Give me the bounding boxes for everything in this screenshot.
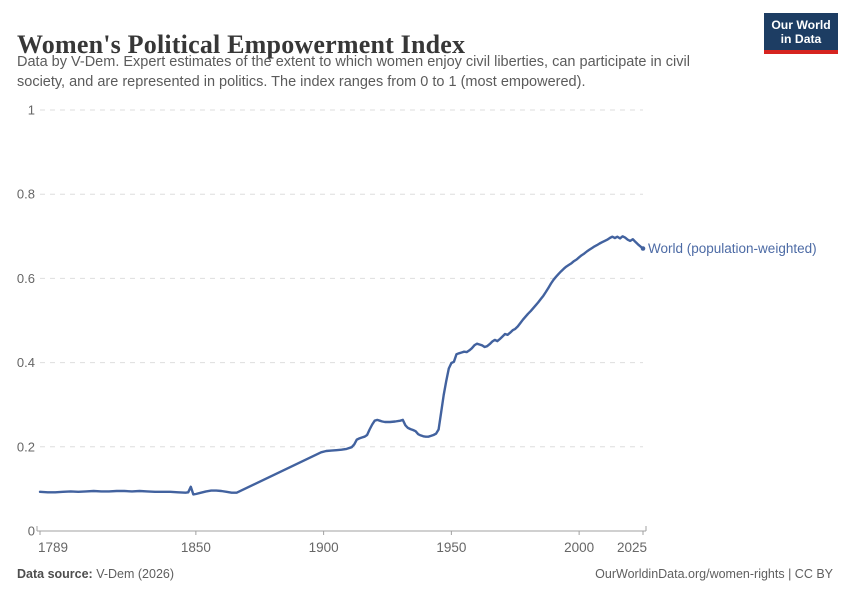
page-title: Women's Political Empowerment Index	[17, 30, 466, 60]
y-tick-label: 0.2	[17, 439, 35, 454]
data-source-label: Data source:	[17, 567, 93, 581]
series-endpoint	[640, 246, 646, 251]
y-tick-label: 0.6	[17, 271, 35, 286]
x-tick-label: 1789	[38, 540, 68, 555]
owid-logo-line2: in Data	[780, 31, 822, 46]
x-tick-label: 1950	[436, 540, 466, 555]
data-source-note: Data source: V-Dem (2026)	[17, 567, 174, 581]
data-source-value: V-Dem (2026)	[92, 567, 175, 581]
owid-logo[interactable]: Our World in Data	[764, 13, 838, 54]
chart-subtitle-line2: society, and are represented in politics…	[17, 74, 586, 90]
x-tick-label: 1900	[309, 540, 339, 555]
y-tick-label: 0.8	[17, 187, 35, 202]
chart-footer: Data source: V-Dem (2026) OurWorldinData…	[17, 567, 833, 581]
x-tick-label: 2025	[617, 540, 647, 555]
chart-subtitle-line1: Data by V-Dem. Expert estimates of the e…	[17, 54, 690, 70]
chart-subtitle: Data by V-Dem. Expert estimates of the e…	[17, 52, 737, 92]
y-tick-label: 0.4	[17, 355, 35, 370]
y-tick-label: 0	[28, 524, 35, 539]
owid-logo-line1: Our World	[771, 17, 831, 32]
x-tick-label: 1850	[181, 540, 211, 555]
series-label-world[interactable]: World (population-weighted)	[648, 241, 817, 256]
x-tick-label: 2000	[564, 540, 594, 555]
series-line-world[interactable]	[38, 235, 645, 496]
license-link[interactable]: OurWorldinData.org/women-rights | CC BY	[595, 567, 833, 581]
y-tick-label: 1	[28, 103, 35, 118]
